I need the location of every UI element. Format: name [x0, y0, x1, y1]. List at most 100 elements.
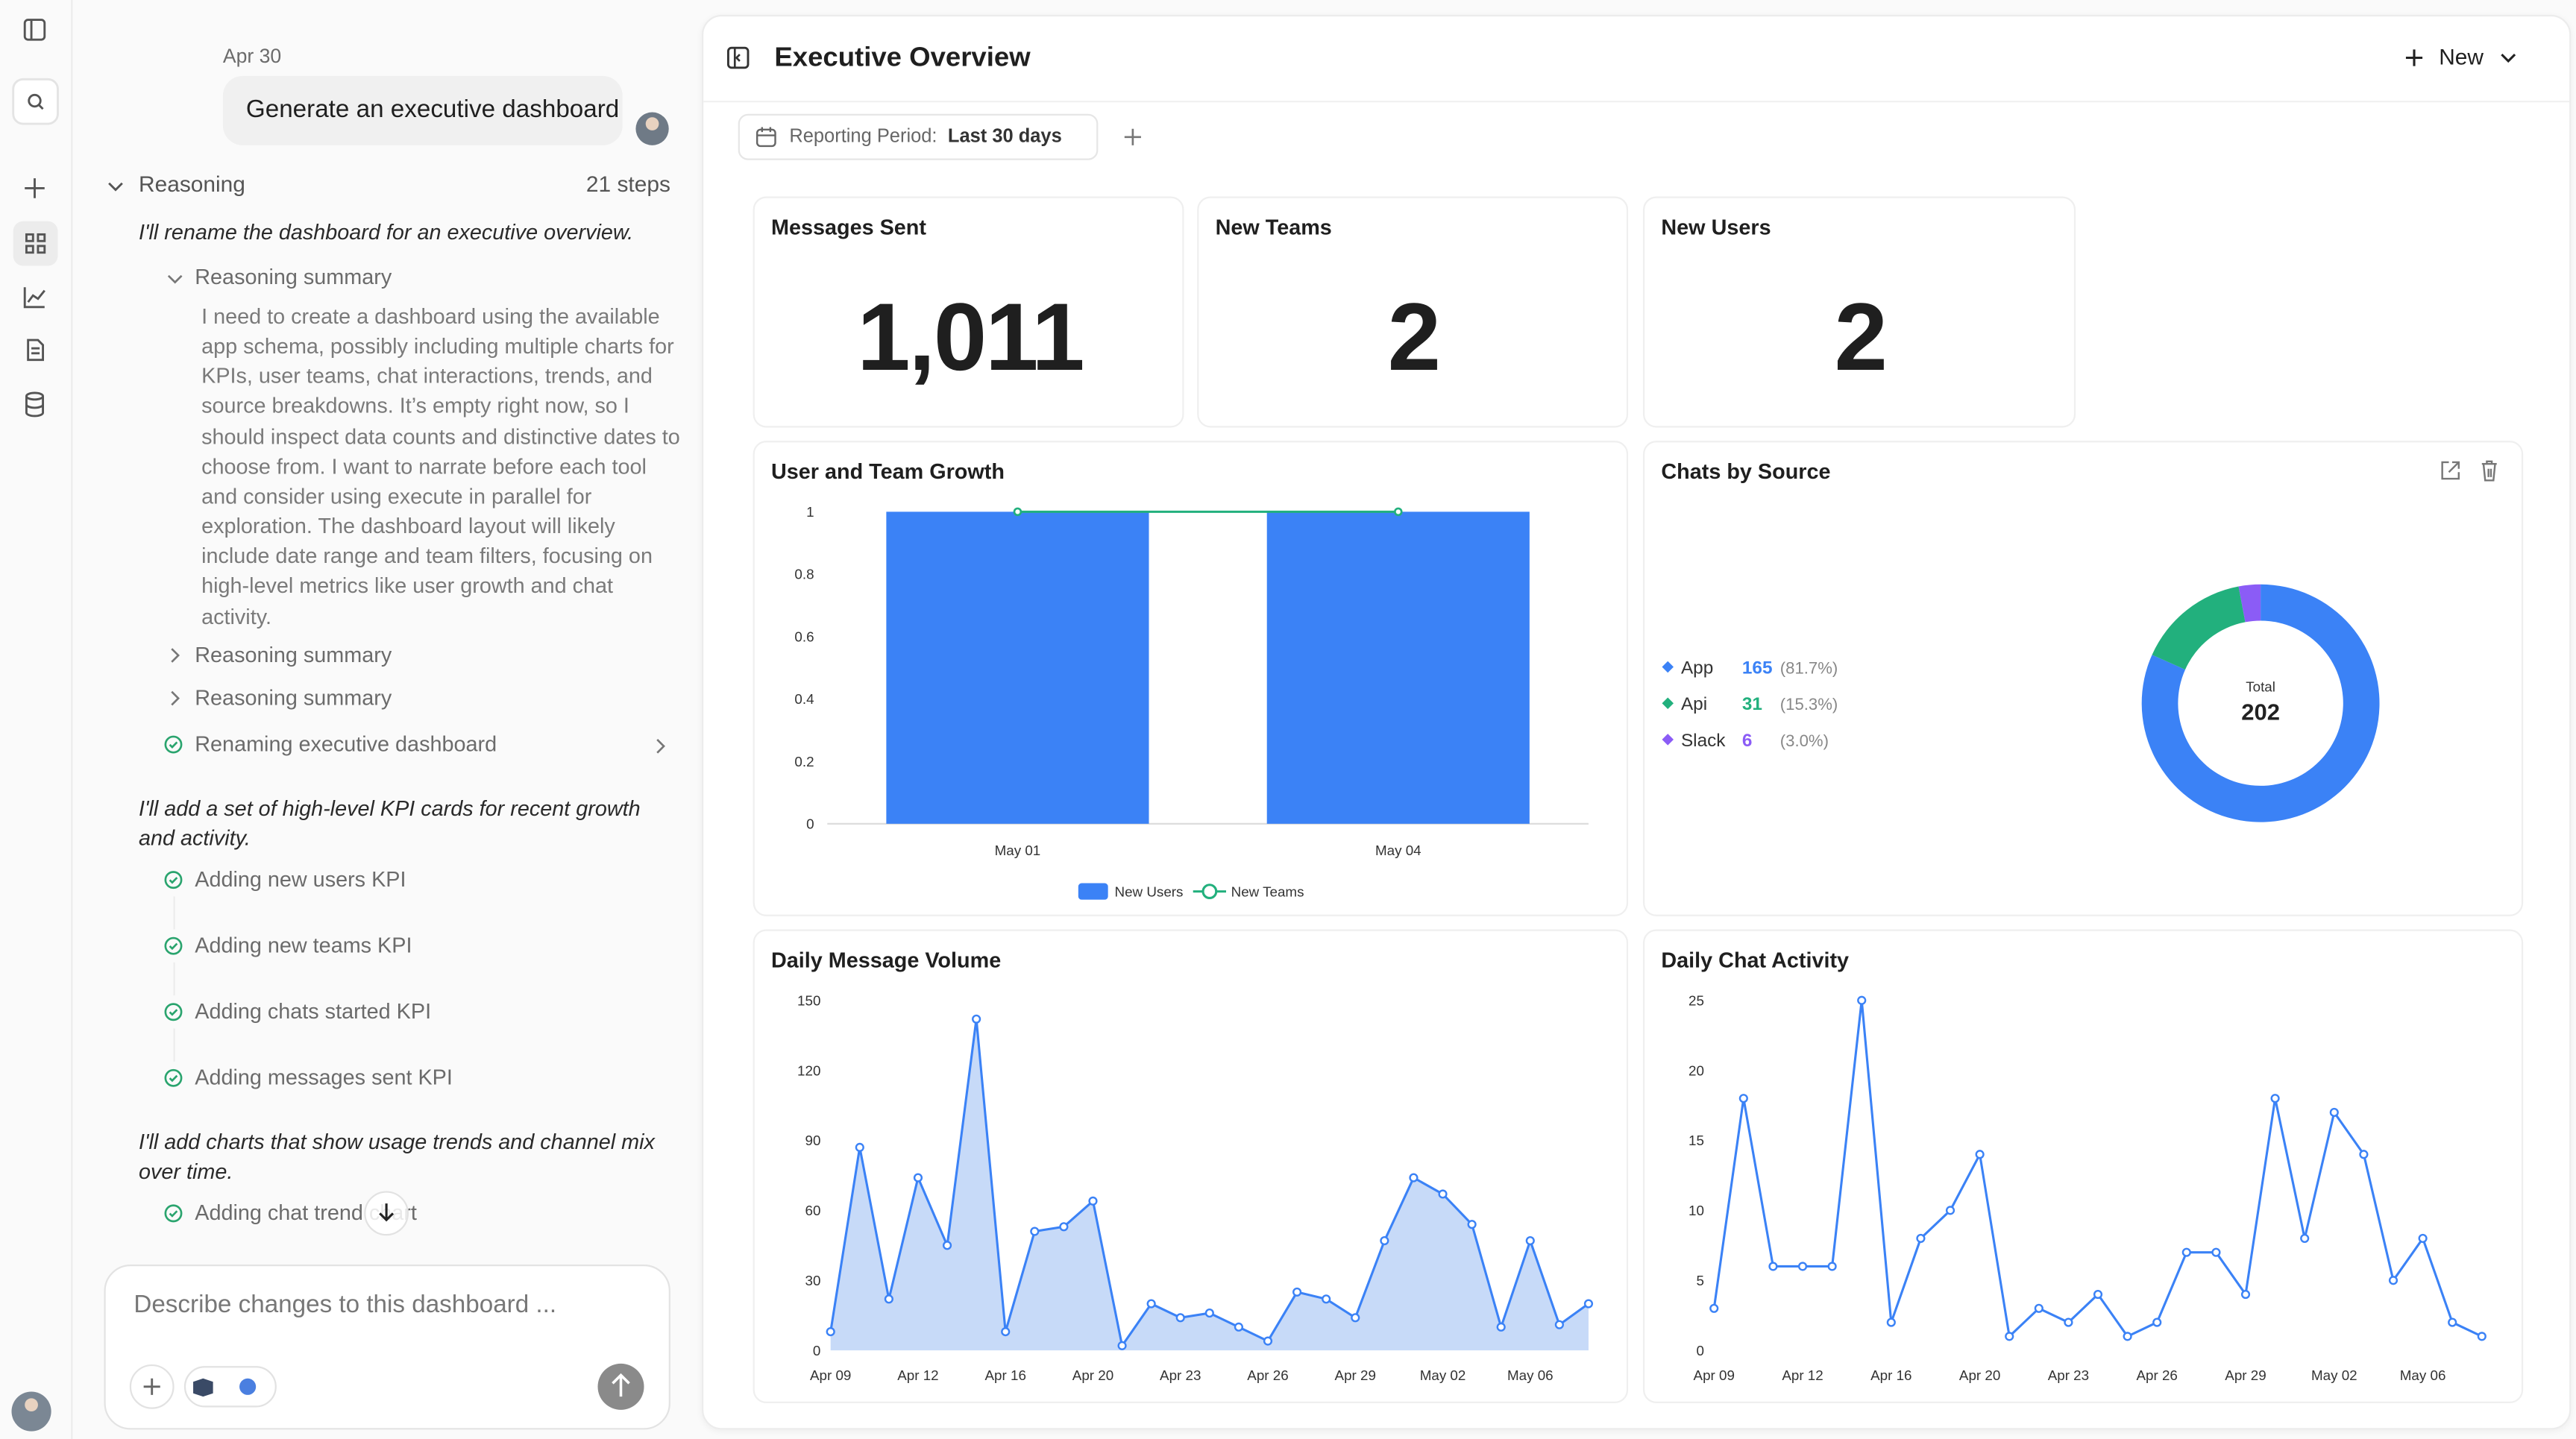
legend-label: Slack [1681, 731, 1726, 751]
card-actions [2441, 460, 2497, 482]
point [1975, 1150, 1985, 1159]
y-tick-label: 0.8 [794, 567, 814, 582]
x-tick-label: Apr 29 [2225, 1367, 2266, 1383]
summary-label[interactable]: Reasoning summary [195, 684, 392, 711]
point [1467, 1220, 1477, 1229]
chart-card: 0 5 10 15 20 25 Apr 09 Apr 12 Apr 16 Apr 20 Apr 23… [1643, 929, 2524, 1403]
point [2477, 1332, 2487, 1341]
legend-share: (81.7%) [1780, 658, 1838, 677]
point [1916, 1233, 1926, 1244]
kpi-card: New Users 2 [1643, 196, 2076, 428]
new-button[interactable] [25, 178, 45, 198]
point [1234, 1322, 1244, 1332]
task-label: Adding new users KPI [195, 866, 406, 892]
kpi-card: New Teams 2 [1197, 196, 1629, 428]
point [1292, 1287, 1302, 1297]
task-label: Adding chats started KPI [195, 998, 432, 1024]
point [1738, 1094, 1748, 1103]
point [1496, 1322, 1506, 1332]
area [830, 1018, 1589, 1351]
point [1886, 1317, 1896, 1327]
charts-button[interactable] [23, 287, 45, 309]
x-tick-label: Apr 16 [1870, 1367, 1911, 1383]
legend-swatch [1078, 883, 1108, 900]
point [1146, 1299, 1156, 1309]
legend-label: New Teams [1231, 884, 1304, 899]
chart: 0 5 10 15 20 25 Apr 09 Apr 12 Apr 16 Apr 20 Apr 23… [1688, 992, 2487, 1383]
point [1175, 1313, 1185, 1323]
x-tick-label: Apr 23 [1160, 1367, 1201, 1383]
chart: Total 202 App 165 (81.7%) Api 31 (15.3%) Slack 6 (… [1662, 584, 2380, 822]
y-tick-label: 0 [806, 816, 814, 831]
new-button[interactable]: New [2439, 44, 2484, 69]
point [1394, 507, 1403, 517]
send-button[interactable] [596, 1362, 645, 1411]
point [826, 1327, 835, 1337]
x-tick-label: Apr 12 [1782, 1367, 1823, 1383]
check-icon [164, 735, 183, 754]
point [1554, 1320, 1564, 1329]
y-tick-label: 30 [805, 1273, 820, 1288]
point [1001, 1327, 1011, 1337]
open-button[interactable] [2441, 461, 2460, 480]
point [1030, 1227, 1040, 1236]
assistant-note: I'll rename the dashboard for an executi… [138, 219, 634, 245]
chart-card: Total 202 App 165 (81.7%) Api 31 (15.3%) Slack 6 (… [1643, 441, 2524, 916]
search-button[interactable] [12, 78, 59, 125]
legend-label: New Users [1115, 884, 1184, 899]
point [913, 1173, 923, 1183]
point [1857, 995, 1867, 1005]
summary-label[interactable]: Reasoning summary [195, 264, 392, 289]
chevron-down[interactable] [165, 269, 185, 289]
point [2152, 1317, 2162, 1327]
chevron-down[interactable] [106, 177, 126, 197]
data-button[interactable] [25, 396, 45, 418]
x-tick-label: May 04 [1375, 843, 1421, 858]
calendar-icon [755, 127, 776, 148]
check-icon [164, 936, 183, 955]
x-tick-label: Apr 12 [897, 1367, 938, 1383]
point [1351, 1313, 1360, 1323]
point [1525, 1235, 1535, 1246]
chart-title: User and Team Growth [770, 459, 1005, 484]
point [2034, 1303, 2043, 1313]
point [972, 1014, 981, 1024]
y-tick-label: 0.4 [794, 691, 814, 707]
legend-value: 6 [1742, 731, 1753, 751]
point [1945, 1206, 1955, 1215]
center-label: Total [2246, 679, 2275, 695]
donut-segment [2141, 584, 2380, 822]
kpi-value: 2 [1834, 283, 1888, 391]
add-filter-button[interactable] [1121, 125, 1144, 148]
check-icon [164, 1204, 183, 1223]
summary-label[interactable]: Reasoning summary [195, 642, 392, 667]
point [942, 1241, 952, 1250]
reporting-period-filter[interactable] [738, 113, 1099, 160]
legend-swatch [1201, 884, 1218, 900]
legend-marker [1662, 661, 1674, 673]
chart-title: Daily Message Volume [770, 947, 1002, 973]
delete-button[interactable] [2481, 460, 2497, 482]
plus-icon [2405, 49, 2423, 66]
model-picker[interactable] [183, 1366, 277, 1408]
reasoning-label[interactable]: Reasoning [138, 171, 245, 197]
task-label: Adding messages sent KPI [195, 1065, 453, 1090]
legend-value: 31 [1742, 694, 1762, 714]
y-tick-label: 20 [1688, 1062, 1704, 1078]
scroll-down-button[interactable] [362, 1188, 411, 1238]
x-tick-label: Apr 09 [1694, 1367, 1735, 1383]
chevron-right[interactable] [165, 646, 185, 666]
y-tick-label: 90 [805, 1133, 820, 1148]
point [1263, 1336, 1273, 1346]
panel-toggle[interactable] [726, 46, 750, 69]
docs-button[interactable] [27, 339, 45, 362]
chevron-right[interactable] [650, 736, 670, 756]
point [2329, 1107, 2339, 1118]
legend-value: 165 [1742, 658, 1773, 678]
new-menu-chevron[interactable] [2498, 48, 2519, 68]
dashboards-active[interactable] [13, 221, 58, 266]
point [2448, 1317, 2457, 1327]
y-tick-label: 0.6 [794, 629, 814, 644]
toggle-sidebar[interactable] [23, 19, 46, 41]
chevron-right[interactable] [165, 688, 185, 708]
